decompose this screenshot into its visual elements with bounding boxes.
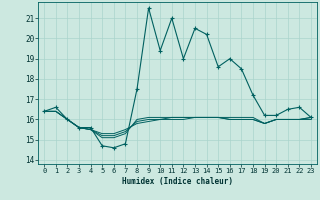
X-axis label: Humidex (Indice chaleur): Humidex (Indice chaleur): [122, 177, 233, 186]
